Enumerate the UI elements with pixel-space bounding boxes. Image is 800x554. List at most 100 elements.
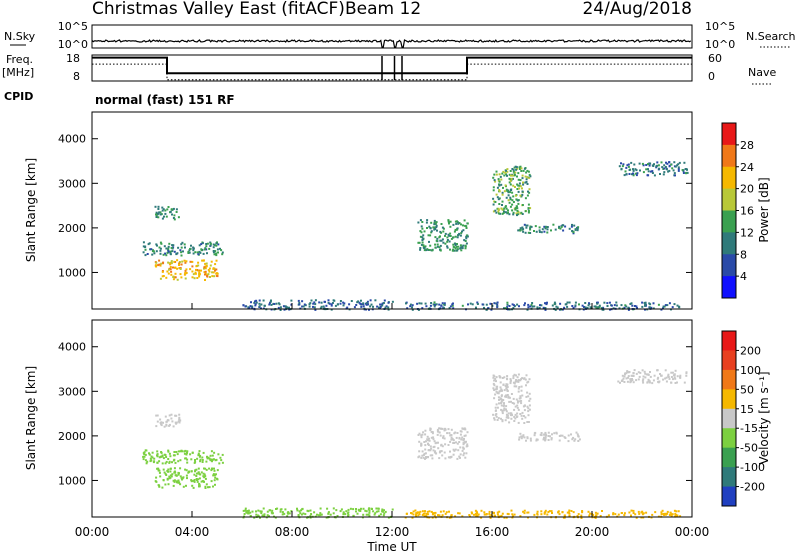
power-cells-cell (459, 244, 462, 247)
vel-cells-cell (270, 511, 273, 514)
vel-cells-cell (313, 511, 316, 514)
vel-cells-cell (415, 512, 418, 515)
nsky-tick-bottom: 10^0 (58, 38, 88, 51)
vel-cells-cell (168, 414, 171, 417)
power-cells-cell (204, 262, 207, 265)
power-cells-cell (517, 190, 520, 193)
power-cells-cell (314, 299, 317, 302)
power-cells-cell (497, 208, 500, 211)
power-cells-cell (593, 305, 596, 308)
power-cells-cell (682, 172, 685, 174)
power-cells-cell (518, 229, 521, 232)
vel-cells-cell (428, 439, 431, 442)
vel-cells-cell (349, 507, 352, 510)
power-cells-cell (212, 246, 215, 249)
power-cells-cell (554, 228, 557, 231)
power-cells-cell (490, 308, 493, 311)
vel-cells-cell (448, 432, 451, 435)
power-cells-cell (502, 186, 504, 189)
vel-cells-cell (485, 513, 488, 515)
power-cells-cell (452, 223, 455, 226)
vel-cells-cell (198, 477, 201, 480)
vel-cells-cell (624, 373, 626, 376)
power-cells-cell (451, 303, 454, 306)
vel-cells-cell (574, 438, 577, 441)
colorbar-swatch (722, 369, 736, 390)
vel-cells-cell (612, 513, 615, 516)
vel-cells-cell (452, 453, 455, 456)
power-cells-cell (179, 249, 182, 252)
vel-cells-cell (648, 381, 651, 384)
vel-cells-cell (201, 459, 204, 461)
x-tick-label: 00:00 (75, 525, 110, 539)
vel-cells-cell (492, 376, 495, 379)
power-cells-cell (536, 306, 539, 309)
y-tick-label: 2000 (58, 222, 86, 235)
power-cells-cell (417, 308, 420, 311)
power-cells-cell (420, 243, 423, 246)
vel-cells-cell (433, 440, 436, 443)
power-cells-cell (196, 277, 199, 279)
vel-cells-cell (174, 474, 177, 477)
vel-cells-cell (663, 514, 666, 516)
vel-cells-cell (507, 416, 510, 419)
power-cells-cell (168, 242, 171, 245)
power-cells-cell (476, 303, 479, 305)
vel-cells-cell (219, 456, 222, 459)
vel-cells-cell (167, 449, 170, 452)
power-cells-cell (170, 208, 173, 211)
power-cells-cell (423, 249, 426, 252)
power-cells-cell (170, 260, 173, 263)
power-cells-cell (167, 272, 170, 275)
power-panel (92, 112, 692, 309)
vel-cells-cell (431, 516, 434, 519)
power-cells-cell (471, 303, 474, 306)
vel-cells-cell (365, 510, 368, 513)
power-cells-cell (526, 308, 529, 311)
vel-cells-cell (221, 453, 224, 456)
power-cells-cell (198, 244, 201, 247)
vel-cells-cell (500, 408, 503, 411)
power-cells-cell (432, 303, 435, 306)
power-cells-cell (213, 275, 216, 278)
power-cells-cell (172, 207, 175, 210)
vel-cells-cell (214, 476, 217, 479)
power-cells-cell (159, 277, 162, 280)
vel-cells-cell (547, 511, 550, 513)
power-cells-cell (663, 171, 666, 174)
vel-cells-cell (450, 436, 453, 439)
power-cells-cell (632, 172, 634, 175)
power-cells-cell (448, 222, 450, 225)
power-cells-cell (215, 242, 218, 245)
power-cells-cell (541, 228, 544, 231)
power-cells-cell (460, 249, 463, 252)
power-cells-cell (649, 162, 652, 165)
vel-cells-cell (156, 453, 159, 456)
vel-cells-cell (527, 407, 530, 410)
vel-cells-cell (617, 380, 620, 383)
power-cells-cell (449, 232, 452, 235)
vel-cells-cell (424, 452, 427, 455)
power-cells-cell (242, 304, 245, 307)
vel-cells-cell (506, 386, 509, 388)
vel-cells-cell (259, 510, 262, 513)
vel-cells-cell (196, 480, 199, 483)
vel-cells-cell (205, 483, 208, 486)
power-cells-cell (454, 242, 456, 245)
vel-cells-cell (214, 459, 217, 462)
power-cells-cell (529, 228, 532, 231)
vel-cells-cell (168, 460, 171, 463)
vel-cells-cell (599, 515, 602, 517)
vel-cells-cell (180, 477, 183, 480)
vel-cells-cell (460, 438, 463, 441)
vel-cells-cell (493, 397, 496, 400)
power-cells-cell (508, 213, 511, 216)
vel-cells-cell (435, 452, 438, 455)
power-cells-cell (574, 228, 577, 231)
power-cells-cell (421, 241, 424, 244)
vel-cells-cell (204, 475, 207, 478)
power-cells-cell (440, 304, 443, 307)
vel-cells-cell (173, 467, 176, 470)
vel-cells-cell (581, 511, 584, 514)
power-cells-cell (142, 245, 145, 248)
